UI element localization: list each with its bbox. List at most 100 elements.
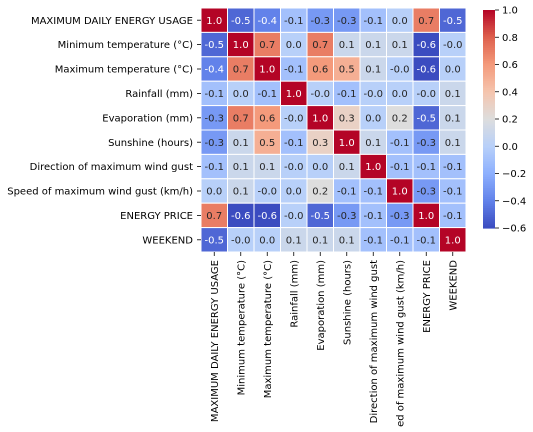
cell-annotation: 0.0 bbox=[259, 235, 275, 246]
colorbar-segment bbox=[483, 60, 495, 64]
colorbar-segment bbox=[483, 80, 495, 84]
heatmap-cell bbox=[359, 202, 387, 229]
heatmap-cell bbox=[253, 178, 281, 204]
x-tick-label: MAXIMUM DAILY ENERGY USAGE bbox=[210, 260, 221, 422]
heatmap-cell bbox=[412, 31, 440, 58]
cell-annotation: -0.5 bbox=[443, 16, 463, 27]
cell-annotation: 0.0 bbox=[233, 89, 249, 100]
heatmap-cell bbox=[439, 202, 467, 229]
colorbar-segment bbox=[483, 33, 495, 37]
heatmap-cell bbox=[412, 105, 440, 131]
cell-annotation: -0.1 bbox=[443, 211, 463, 222]
cell-annotation: 0.0 bbox=[445, 65, 461, 76]
cell-annotation: 0.1 bbox=[392, 40, 408, 51]
cell-annotation: 0.0 bbox=[392, 16, 408, 27]
cell-annotation: -0.3 bbox=[337, 16, 357, 27]
cell-annotation: 0.1 bbox=[339, 40, 355, 51]
colorbar-segment bbox=[483, 91, 495, 95]
heatmap-cell bbox=[439, 56, 467, 82]
colorbar-segment bbox=[483, 24, 495, 27]
cell-annotation: -0.6 bbox=[416, 40, 436, 51]
colorbar-segment bbox=[483, 129, 495, 133]
cell-annotation: -0.0 bbox=[310, 89, 330, 100]
cell-annotation: 0.6 bbox=[259, 113, 275, 124]
cell-annotation: -0.3 bbox=[310, 16, 330, 27]
colorbar-segment bbox=[483, 109, 495, 113]
colorbar-segment bbox=[483, 184, 495, 187]
colorbar-segment bbox=[483, 158, 495, 162]
cell-annotation: -0.3 bbox=[204, 138, 224, 149]
heatmap-cell bbox=[306, 227, 334, 253]
colorbar-segment bbox=[483, 68, 495, 71]
heatmap-cell bbox=[227, 31, 255, 58]
colorbar-segment bbox=[483, 128, 495, 131]
colorbar-segment bbox=[483, 55, 495, 58]
cell-annotation: -0.1 bbox=[390, 235, 410, 246]
colorbar-segment bbox=[483, 160, 495, 164]
heatmap-cell bbox=[412, 178, 440, 204]
colorbar-segment bbox=[483, 31, 495, 35]
colorbar-segment bbox=[483, 146, 495, 149]
colorbar-segment bbox=[483, 186, 495, 189]
colorbar-segment bbox=[483, 166, 495, 169]
cell-annotation: -0.1 bbox=[257, 89, 277, 100]
colorbar-tick-label: 0.4 bbox=[502, 87, 518, 98]
colorbar-segment bbox=[483, 111, 495, 115]
heatmap-cell bbox=[227, 105, 255, 131]
colorbar-segment bbox=[483, 155, 495, 158]
colorbar-segment bbox=[483, 137, 495, 140]
colorbar-segment bbox=[483, 173, 495, 176]
cell-annotation: 0.1 bbox=[233, 162, 249, 173]
colorbar-tick-label: 0.8 bbox=[502, 33, 518, 44]
colorbar-segment bbox=[483, 11, 495, 15]
heatmap-cell bbox=[412, 202, 440, 229]
heatmap-cell bbox=[280, 178, 308, 204]
colorbar: 1.0 0.8 0.6 0.4 0.2 0.0 −0.2 −0.4 −0.6 bbox=[483, 6, 526, 235]
cell-annotation: -0.1 bbox=[390, 138, 410, 149]
cell-annotation: 0.7 bbox=[259, 40, 275, 51]
x-tick-label: Maximum temperature (°C) bbox=[263, 260, 274, 398]
colorbar-tick-label: −0.4 bbox=[502, 196, 526, 207]
colorbar-segment bbox=[483, 10, 495, 13]
colorbar-segment bbox=[483, 119, 495, 122]
x-axis-tick-labels: MAXIMUM DAILY ENERGY USAGE Minimum temper… bbox=[210, 252, 459, 432]
cell-annotation: 1.0 bbox=[233, 40, 249, 51]
colorbar-segment bbox=[483, 142, 495, 146]
y-tick-label: Minimum temperature (°C) bbox=[58, 40, 193, 51]
colorbar-segment bbox=[483, 75, 495, 78]
colorbar-segment bbox=[483, 162, 495, 166]
colorbar-segment bbox=[483, 29, 495, 33]
colorbar-segment bbox=[483, 191, 495, 195]
heatmap-cell bbox=[386, 153, 414, 180]
colorbar-segment bbox=[483, 222, 495, 225]
colorbar-segment bbox=[483, 20, 495, 24]
colorbar-segment bbox=[483, 193, 495, 196]
colorbar-segment bbox=[483, 180, 495, 184]
colorbar-segment bbox=[483, 135, 495, 138]
x-tick-label: Sunshine (hours) bbox=[342, 260, 353, 345]
colorbar-segment bbox=[483, 51, 495, 55]
heatmap-cell bbox=[412, 56, 440, 82]
colorbar-tick-label: 0.0 bbox=[502, 142, 518, 153]
cell-annotation: 0.5 bbox=[259, 138, 275, 149]
cell-annotation: 1.0 bbox=[259, 65, 275, 76]
heatmap-cell bbox=[386, 227, 414, 253]
heatmap-cell bbox=[412, 227, 440, 253]
colorbar-segment bbox=[483, 198, 495, 202]
heatmap-cell bbox=[200, 227, 228, 253]
cell-annotation: 1.0 bbox=[339, 138, 355, 149]
colorbar-segment bbox=[483, 99, 495, 102]
cell-annotation: 1.0 bbox=[365, 162, 381, 173]
colorbar-tick-label: −0.6 bbox=[502, 224, 526, 235]
colorbar-segment bbox=[483, 209, 495, 213]
colorbar-segment bbox=[483, 88, 495, 91]
colorbar-segment bbox=[483, 189, 495, 193]
heatmap-cell bbox=[359, 80, 387, 107]
cell-annotation: -0.5 bbox=[231, 16, 251, 27]
cell-annotation: -0.1 bbox=[284, 16, 304, 27]
colorbar-segment bbox=[483, 169, 495, 173]
colorbar-segment bbox=[483, 35, 495, 38]
heatmap-cell bbox=[412, 153, 440, 180]
heatmap-cell bbox=[333, 7, 361, 33]
colorbar-segment bbox=[483, 157, 495, 160]
